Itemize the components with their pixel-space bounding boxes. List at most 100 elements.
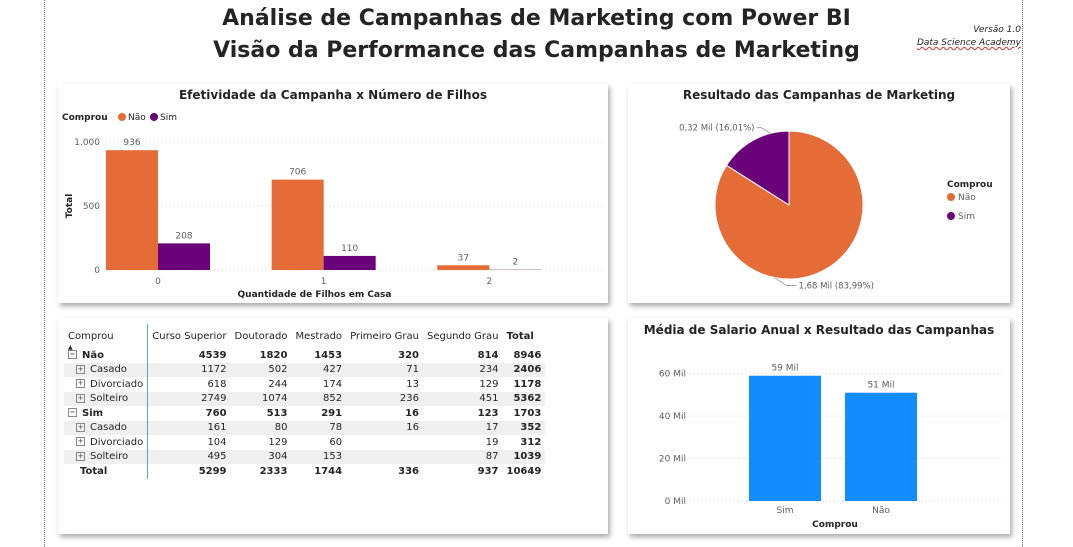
table-cell: 2749 bbox=[147, 391, 231, 406]
expand-icon[interactable]: + bbox=[76, 451, 85, 461]
column-header[interactable]: Segundo Grau bbox=[427, 330, 499, 342]
x-tick-label: Sim bbox=[777, 506, 794, 516]
table-cell: 17 bbox=[423, 420, 503, 435]
education-matrix-table[interactable]: Comprou ▲ Curso Superior Doutorado Mestrado P… bbox=[64, 324, 546, 479]
bar-não-2 bbox=[437, 265, 490, 270]
table-cell: 4539 bbox=[198, 349, 227, 361]
row-label[interactable]: + Solteiro bbox=[64, 449, 149, 464]
expand-icon[interactable]: + bbox=[76, 437, 85, 447]
row-label[interactable]: + Solteiro bbox=[64, 391, 149, 406]
table-cell: 1703 bbox=[513, 407, 542, 419]
y-tick-label: 500 bbox=[83, 202, 100, 212]
collapse-icon[interactable]: − bbox=[68, 350, 77, 360]
org-label: Data Science Academy bbox=[916, 38, 1021, 48]
data-label: 110 bbox=[341, 244, 358, 254]
expand-icon[interactable]: + bbox=[76, 379, 85, 389]
row-label: Total bbox=[64, 464, 149, 479]
bar-sim bbox=[749, 375, 821, 501]
slice-label-nao: 1,68 Mil (83,99%) bbox=[798, 282, 873, 292]
table-cell: 153 bbox=[291, 449, 347, 464]
salary-bar-chart[interactable]: 0 Mil 20 Mil 40 Mil 60 Mil 59 Mil Sim 51 Mil Nã… bbox=[628, 318, 1010, 534]
x-tick-label: Não bbox=[872, 506, 890, 516]
page-border-left bbox=[44, 0, 45, 547]
data-label: 936 bbox=[123, 138, 140, 148]
column-header-comprou[interactable]: Comprou ▲ bbox=[64, 324, 149, 351]
table-cell: 1744 bbox=[314, 465, 343, 477]
table-cell: 78 bbox=[291, 420, 347, 435]
table-cell: 304 bbox=[230, 449, 292, 464]
expand-icon[interactable]: + bbox=[76, 422, 85, 432]
page-title: Análise de Campanhas de Marketing com Po… bbox=[222, 6, 851, 31]
x-axis-label: Comprou bbox=[812, 520, 858, 530]
campaign-result-pie-card[interactable]: Resultado das Campanhas de Marketing 1,6… bbox=[628, 84, 1010, 303]
legend-label-sim: Sim bbox=[958, 212, 975, 222]
table-cell: 495 bbox=[147, 449, 231, 464]
row-label-text: Não bbox=[82, 349, 104, 361]
row-label[interactable]: + Casado bbox=[64, 420, 149, 435]
bar-não bbox=[845, 392, 917, 501]
row-label[interactable]: + Divorciado bbox=[64, 377, 149, 392]
table-row: + Solteiro 2749 1074 852 236 451 5362 bbox=[64, 391, 546, 406]
data-label: 706 bbox=[289, 168, 306, 178]
column-header[interactable]: Primeiro Grau bbox=[350, 330, 419, 342]
expand-icon[interactable]: + bbox=[76, 393, 85, 403]
legend-marker-sim bbox=[150, 113, 158, 121]
column-header[interactable]: Total bbox=[506, 330, 534, 342]
education-matrix-card[interactable]: Comprou ▲ Curso Superior Doutorado Mestrado P… bbox=[58, 318, 608, 534]
x-tick-label: 0 bbox=[155, 277, 161, 287]
legend-label-não: Não bbox=[958, 193, 976, 203]
children-bar-chart[interactable]: Comprou Não Sim 0 500 1.000 Total 936 208 0 706 110… bbox=[58, 84, 608, 303]
row-label[interactable]: + Casado bbox=[64, 362, 149, 377]
table-cell: 234 bbox=[423, 362, 503, 377]
table-cell: 80 bbox=[230, 420, 292, 435]
campaign-pie-chart[interactable]: 1,68 Mil (83,99%) 0,32 Mil (16,01%) Compro… bbox=[628, 84, 1010, 303]
table-cell: 291 bbox=[321, 407, 343, 419]
chart-title: Resultado das Campanhas de Marketing bbox=[682, 88, 956, 102]
table-cell: 502 bbox=[230, 362, 292, 377]
table-cell: 513 bbox=[266, 407, 288, 419]
slice-label-sim: 0,32 Mil (16,01%) bbox=[679, 123, 754, 133]
table-cell: 13 bbox=[406, 378, 419, 390]
table-cell: 129 bbox=[268, 436, 288, 448]
row-label[interactable]: + Divorciado bbox=[64, 435, 149, 450]
x-tick-label: 2 bbox=[486, 277, 492, 287]
table-cell: 104 bbox=[207, 436, 227, 448]
y-tick-label: 0 bbox=[94, 266, 100, 276]
column-header[interactable]: Curso Superior bbox=[152, 330, 227, 342]
row-label-text: Total bbox=[80, 465, 108, 477]
leader-line bbox=[774, 277, 797, 286]
salary-chart-card[interactable]: Média de Salario Anual x Resultado das C… bbox=[628, 318, 1010, 534]
column-header[interactable]: Mestrado bbox=[295, 330, 343, 342]
legend-label-sim: Sim bbox=[160, 113, 177, 123]
data-label: 208 bbox=[175, 231, 192, 241]
x-axis-label: Quantidade de Filhos em Casa bbox=[238, 290, 392, 300]
group-row: − Sim 760 513 291 16 123 1703 bbox=[64, 406, 545, 421]
pie-slice-sim bbox=[725, 130, 790, 206]
children-effectiveness-chart-card[interactable]: Efetividade da Campanha x Número de Filh… bbox=[58, 84, 608, 303]
table-row: + Divorciado 618 244 174 13 129 1178 bbox=[64, 377, 545, 392]
y-axis-label: Total bbox=[65, 194, 75, 219]
sort-ascending-icon[interactable]: ▲ bbox=[68, 344, 73, 351]
row-label[interactable]: − Não bbox=[64, 348, 149, 363]
table-cell: 236 bbox=[346, 391, 423, 406]
row-label[interactable]: − Sim bbox=[64, 406, 149, 421]
legend-title: Comprou bbox=[947, 180, 993, 190]
table-cell: 129 bbox=[479, 378, 499, 390]
table-cell: 16 bbox=[346, 420, 423, 435]
column-header[interactable]: Doutorado bbox=[234, 330, 288, 342]
version-info: Versão 1.0 Data Science Academy bbox=[917, 24, 1021, 50]
table-cell: 1453 bbox=[314, 349, 343, 361]
legend-marker-sim bbox=[947, 212, 955, 220]
row-label-text: Casado bbox=[90, 364, 127, 376]
expand-icon[interactable]: + bbox=[76, 364, 85, 374]
table-cell: 1074 bbox=[230, 391, 292, 406]
collapse-icon[interactable]: − bbox=[68, 408, 77, 418]
y-tick-label: 60 Mil bbox=[659, 370, 686, 380]
chart-title: Efetividade da Campanha x Número de Filh… bbox=[178, 88, 487, 102]
table-cell: 852 bbox=[291, 391, 347, 406]
table-cell: 451 bbox=[423, 391, 503, 406]
table-cell: 1172 bbox=[147, 362, 231, 377]
x-tick-label: 1 bbox=[321, 277, 327, 287]
table-cell: 161 bbox=[147, 420, 231, 435]
row-label-text: Casado bbox=[90, 422, 127, 434]
